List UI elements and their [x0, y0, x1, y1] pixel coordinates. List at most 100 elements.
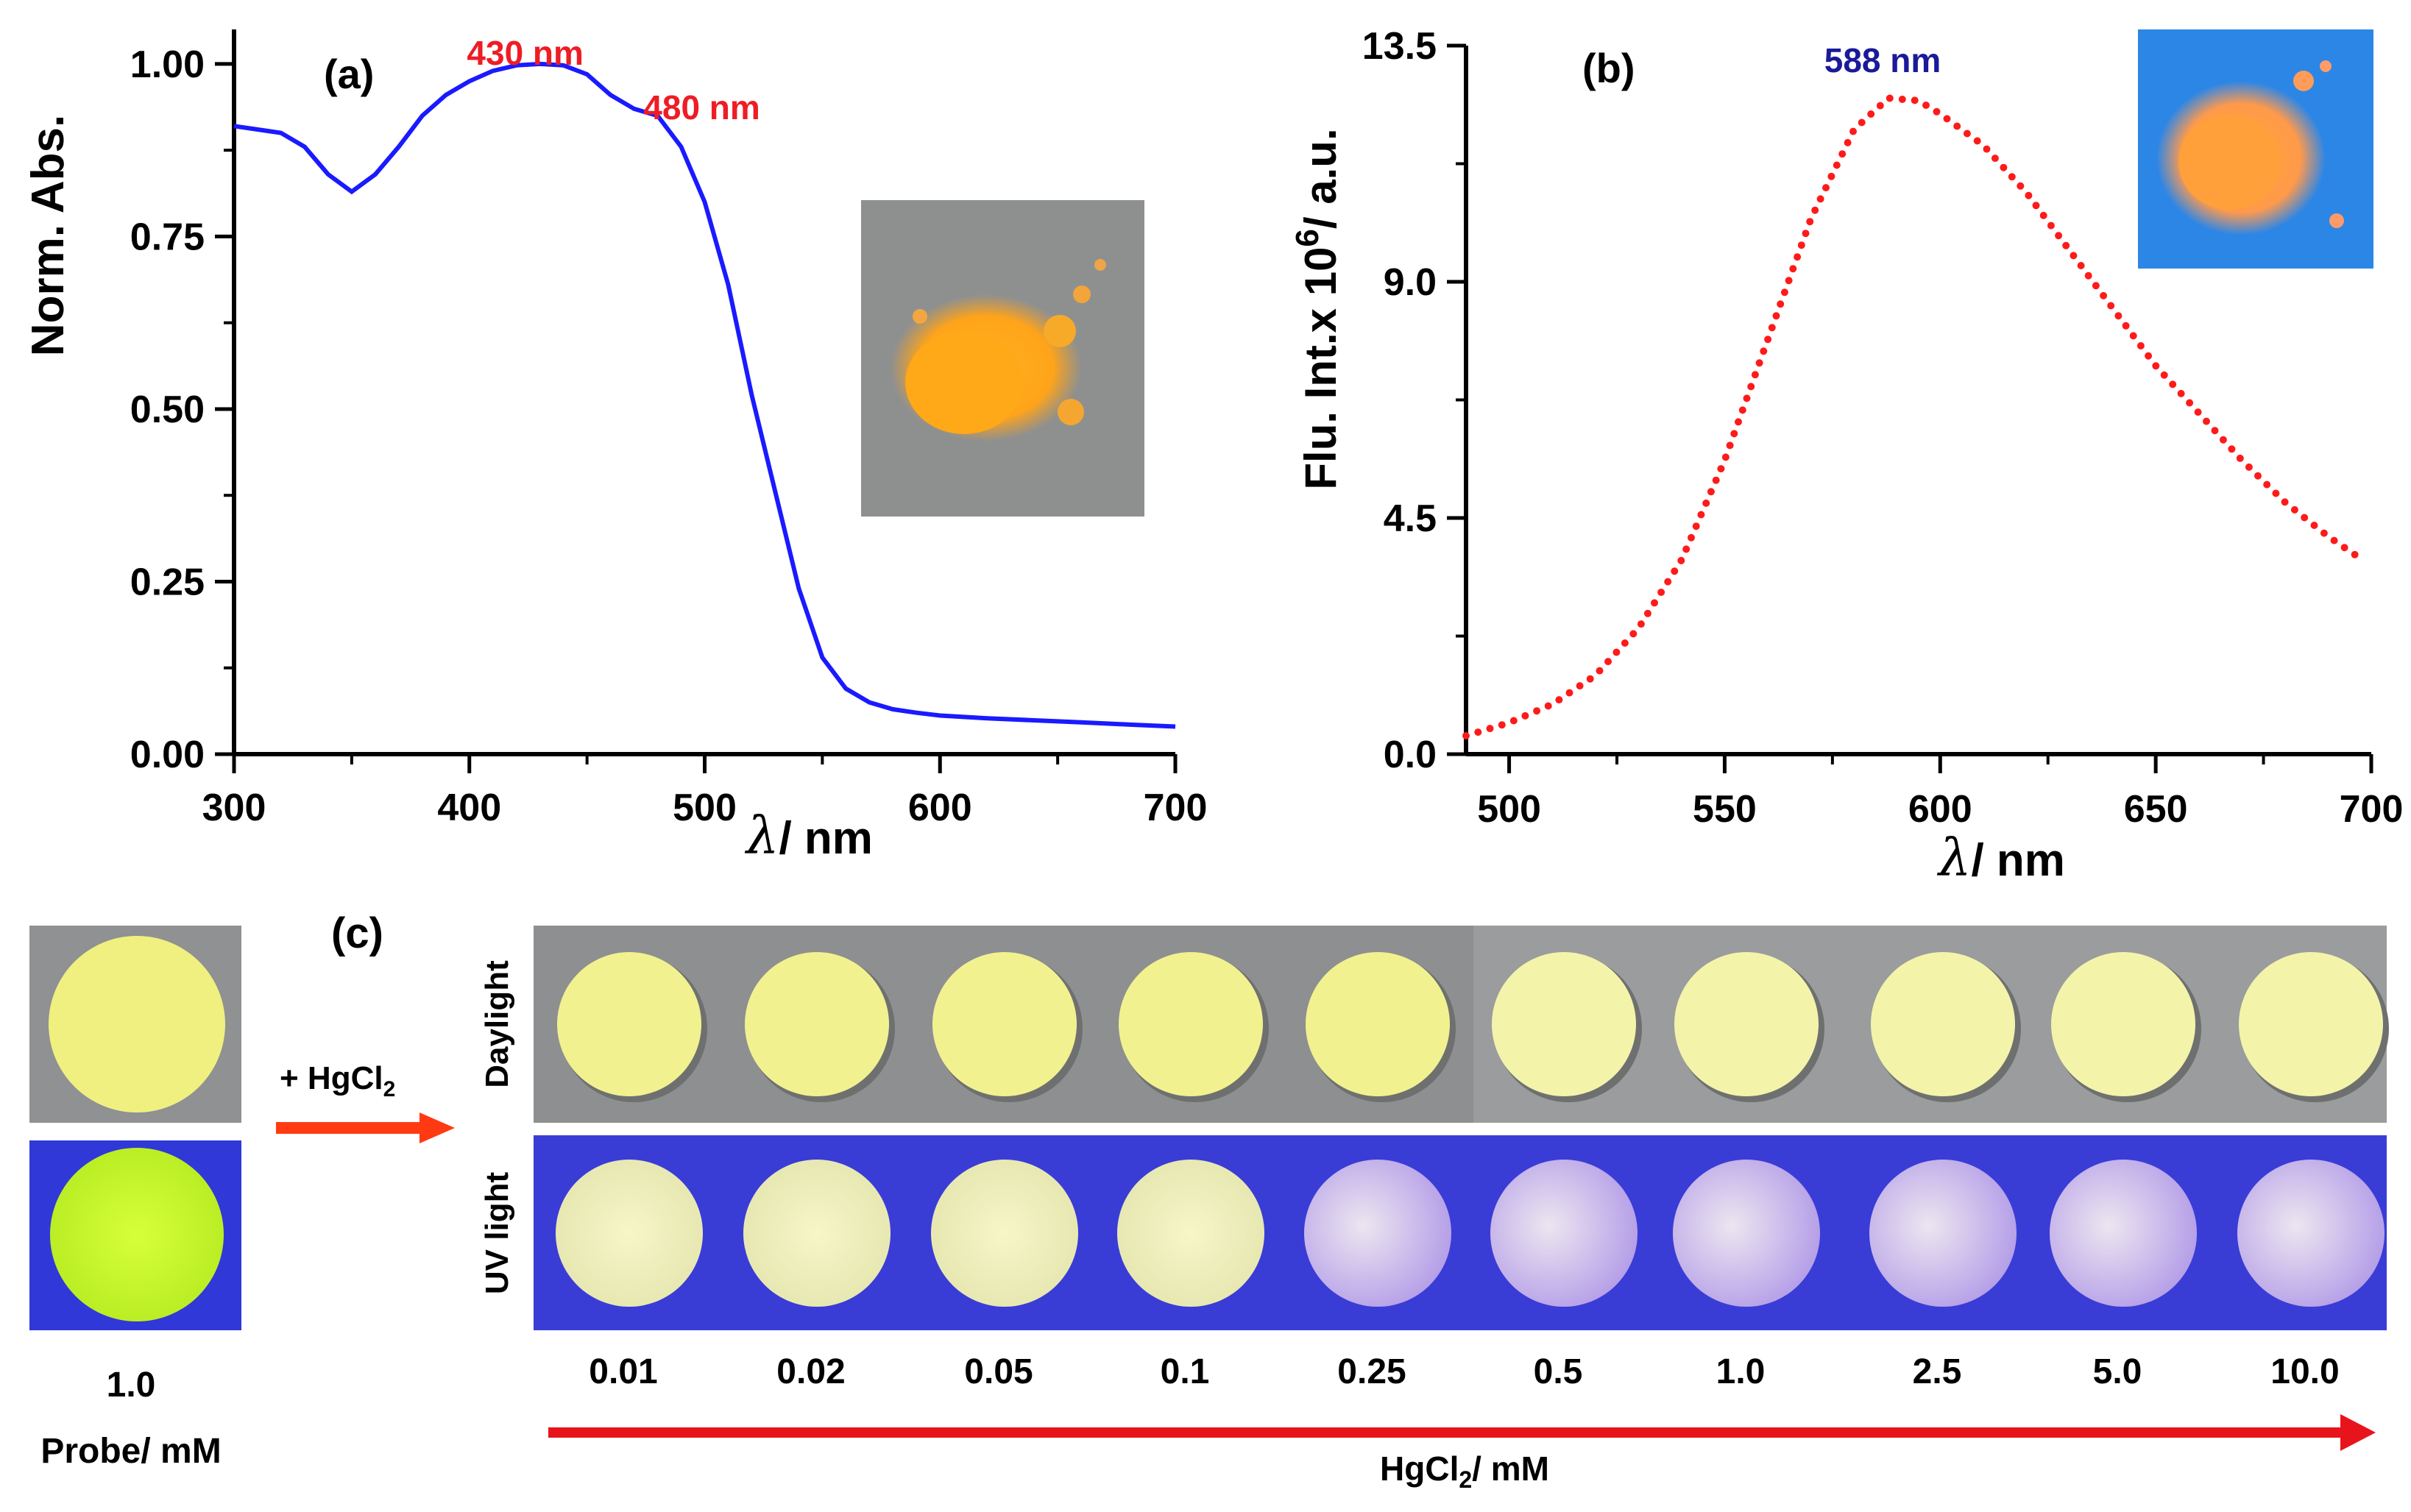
curve-dot — [2254, 472, 2262, 480]
y-tick-label: 0.0 — [1384, 734, 1437, 776]
y-tick-label: 0.50 — [130, 388, 205, 431]
curve-dot — [1911, 96, 1919, 104]
curve-dot — [1657, 589, 1665, 596]
daylight-disc — [932, 952, 1077, 1096]
concentration-label: 10.0 — [2270, 1352, 2339, 1391]
curve-dot — [1772, 312, 1780, 320]
curve-dot — [1612, 648, 1621, 656]
curve-dot — [1509, 717, 1518, 725]
curve-dot — [1849, 127, 1857, 135]
curve-dot — [1838, 150, 1847, 158]
probe-uv-disc — [50, 1148, 224, 1321]
curve-dot — [1712, 476, 1720, 484]
curve-dot — [1785, 277, 1793, 285]
daylight-disc — [1674, 952, 1819, 1096]
curve-dot — [1717, 465, 1725, 473]
curve-dot — [2219, 436, 2227, 444]
daylight-disc — [1871, 952, 2015, 1096]
x-axis-label: λ/ nm — [744, 806, 873, 866]
uv-disc — [1117, 1160, 1264, 1307]
curve-dot — [1677, 556, 1685, 564]
curve-dot — [2025, 191, 2033, 199]
curve-dot — [2186, 399, 2194, 407]
panel-a: 300 400 500 600 700 0.00 0.25 0.50 0.75 1.00 (a) 4… — [23, 29, 1207, 866]
inset-powder-photo-uv — [2138, 29, 2373, 269]
curve-dot — [1922, 102, 1930, 109]
curve-dot — [2281, 498, 2289, 506]
curve-dot — [1637, 620, 1645, 628]
curve-dot — [2008, 173, 2016, 181]
curve-dot — [2017, 182, 2025, 190]
panel-a-label: (a) — [324, 51, 374, 97]
concentration-label: 1.0 — [1716, 1352, 1766, 1391]
curve-dot — [1688, 533, 1695, 542]
concentration-label: 5.0 — [2093, 1352, 2142, 1391]
reaction-arrow — [276, 1112, 455, 1143]
axes-a: 300 400 500 600 700 0.00 0.25 0.50 0.75 1.00 — [130, 29, 1208, 829]
curve-dot — [1629, 630, 1638, 638]
x-tick-label: 500 — [673, 787, 737, 829]
x-axis-label: λ/ nm — [1936, 828, 2065, 888]
concentration-label: 0.1 — [1161, 1352, 1210, 1391]
curve-dot — [1533, 707, 1541, 715]
y-tick-label: 0.75 — [130, 216, 205, 258]
curve-dot — [1671, 567, 1679, 575]
annotation-480: 480 nm — [643, 88, 760, 127]
y-tick-label: 1.00 — [130, 43, 205, 86]
curve-dot — [1651, 599, 1658, 607]
curve-dot — [1844, 138, 1852, 146]
curve-dot — [2211, 427, 2219, 435]
probe-daylight-disc — [49, 936, 225, 1112]
uv-disc — [1869, 1160, 2017, 1307]
curve-dot — [2320, 529, 2328, 537]
curve-dot — [2228, 445, 2236, 453]
curve-dot — [1876, 102, 1884, 110]
fluorescence-dotted-curve — [1462, 94, 2359, 739]
axes-b: 500 550 600 650 700 0.0 4.5 9.0 13.5 — [1362, 25, 2404, 831]
y-tick-label: 9.0 — [1384, 261, 1437, 304]
x-tick-label: 300 — [202, 787, 266, 829]
curve-dot — [1735, 418, 1742, 426]
curve-dot — [1743, 394, 1751, 402]
y-tick-label: 0.00 — [130, 734, 205, 776]
curve-dot — [2092, 282, 2100, 290]
curve-dot — [1867, 110, 1875, 118]
daylight-disc — [1306, 952, 1450, 1096]
x-tick-label: 500 — [1477, 788, 1541, 831]
probe-value: 1.0 — [107, 1366, 156, 1405]
curve-dot — [1730, 430, 1738, 438]
curve-dot — [1544, 702, 1552, 710]
y-tick-label: 4.5 — [1384, 497, 1437, 540]
curve-dot — [1664, 578, 1672, 586]
panel-c: (c) + HgCl2 Daylight UV light 1.0 Probe/… — [29, 909, 2389, 1493]
curve-dot — [1486, 725, 1494, 733]
x-tick-label: 650 — [2124, 788, 2188, 831]
labels-b: (b) 588 nm Flu. Int.x 106/ a.u. λ/ nm — [1289, 41, 2065, 888]
curve-dot — [2107, 302, 2115, 310]
probe-label: Probe/ mM — [40, 1432, 221, 1471]
annotation-430: 430 nm — [467, 34, 584, 72]
curve-dot — [2055, 232, 2063, 240]
curve-dot — [1764, 336, 1772, 344]
uv-disc — [2237, 1160, 2385, 1307]
curve-dot — [1973, 137, 1981, 145]
curve-dot — [1963, 129, 1971, 138]
curve-dot — [1858, 118, 1866, 127]
curve-dot — [1697, 511, 1705, 519]
panel-b-label: (b) — [1582, 45, 1635, 91]
curve-dot — [1933, 107, 1941, 116]
x-tick-label: 400 — [437, 787, 501, 829]
concentration-label: 0.25 — [1337, 1352, 1406, 1391]
daylight-disc — [1119, 952, 1263, 1096]
curve-dot — [1760, 347, 1768, 355]
curve-dot — [1886, 94, 1894, 102]
curve-dot — [1953, 122, 1961, 130]
x-tick-label: 700 — [1144, 787, 1208, 829]
curve-dot — [1707, 488, 1715, 496]
curve-dot — [2272, 489, 2280, 497]
daylight-disc — [745, 952, 889, 1096]
curve-dot — [2084, 271, 2092, 280]
curve-dot — [1797, 241, 1805, 249]
x-tick-label: 700 — [2340, 788, 2404, 831]
